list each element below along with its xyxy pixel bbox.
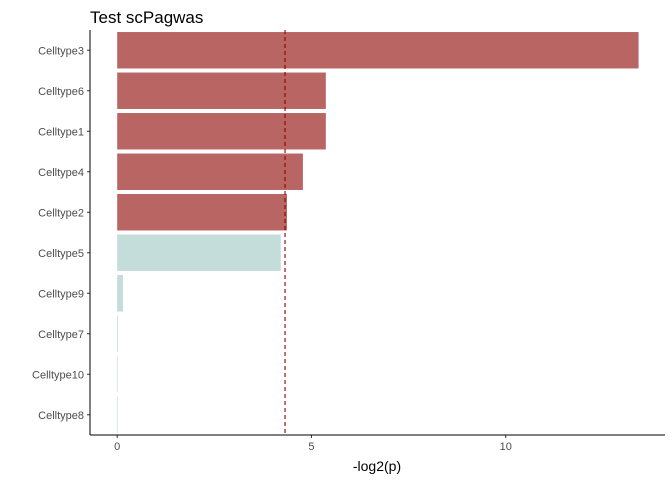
x-tick-label: 10: [500, 441, 512, 453]
bar-celltype7: [117, 315, 118, 352]
y-tick-label: Celltype10: [32, 369, 84, 381]
y-tick-label: Celltype6: [38, 86, 84, 98]
bar-celltype9: [117, 275, 124, 312]
y-tick-label: Celltype7: [38, 329, 84, 341]
y-tick-label: Celltype8: [38, 410, 84, 422]
x-tick-label: 0: [114, 441, 120, 453]
bar-celltype3: [117, 32, 639, 69]
bar-celltype1: [117, 113, 326, 150]
y-tick-label: Celltype4: [38, 167, 84, 179]
chart-title: Test scPagwas: [90, 8, 203, 27]
x-axis-labels: 0 5 10: [114, 435, 512, 453]
x-tick-label: 5: [308, 441, 314, 453]
y-tick-label: Celltype1: [38, 126, 84, 138]
y-tick-label: Celltype9: [38, 288, 84, 300]
x-axis-title: -log2(p): [353, 458, 401, 474]
y-tick-label: Celltype2: [38, 207, 84, 219]
bars-group: [117, 30, 639, 435]
bar-celltype5: [117, 234, 281, 271]
bar-celltype6: [117, 72, 326, 109]
bar-celltype10: [117, 356, 118, 393]
y-tick-label: Celltype5: [38, 248, 84, 260]
y-tick-label: Celltype3: [38, 45, 84, 57]
y-axis-labels: Celltype3 Celltype6 Celltype1 Celltype4 Cell…: [32, 45, 90, 422]
bar-celltype4: [117, 153, 303, 190]
bar-celltype2: [117, 194, 287, 231]
bar-celltype8: [117, 396, 118, 433]
